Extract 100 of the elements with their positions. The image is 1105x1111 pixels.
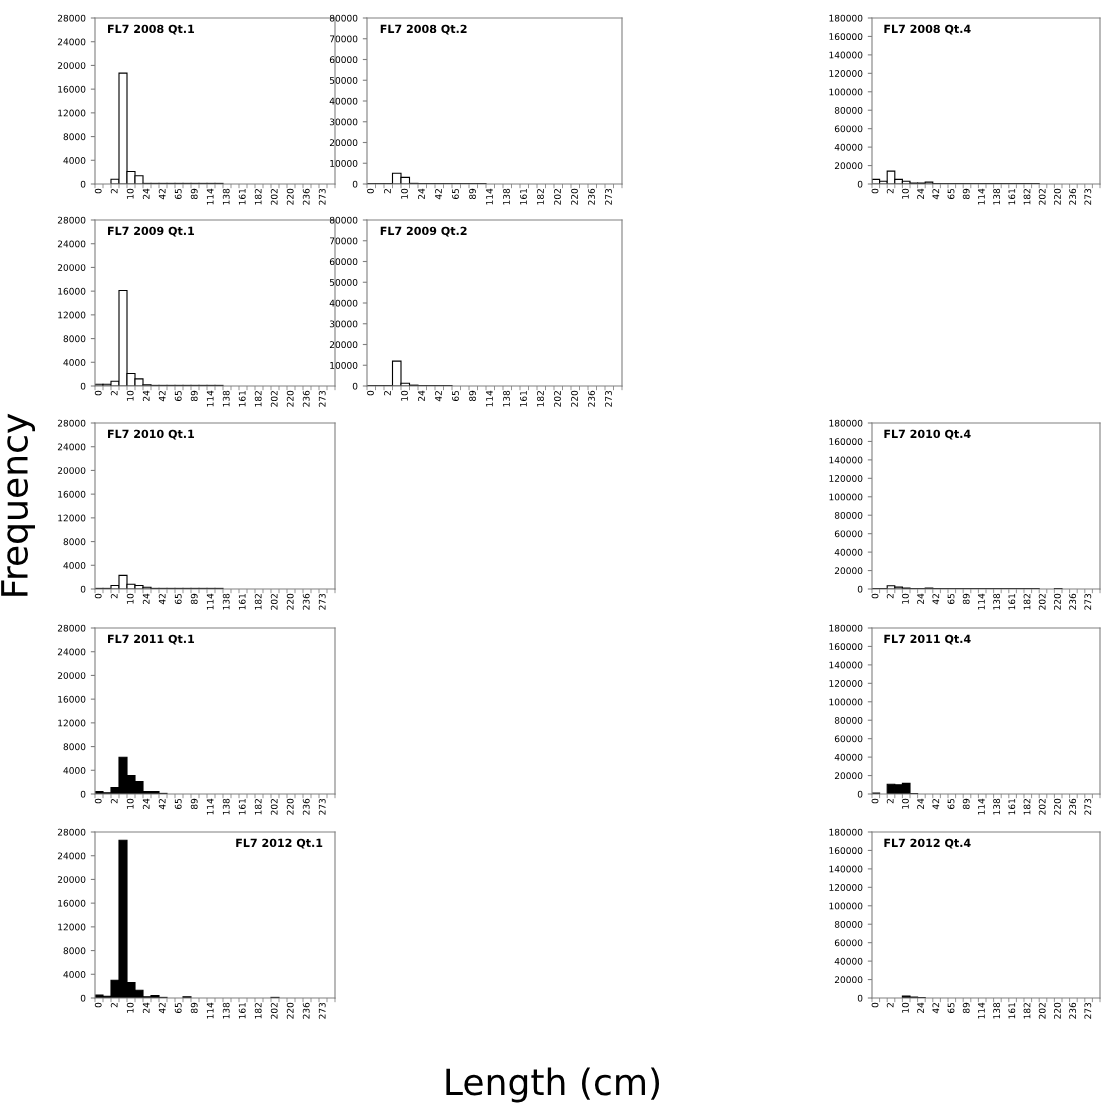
y-tick-label: 140000 — [829, 661, 863, 669]
text: FL7 2010 Qt.4 — [884, 429, 971, 440]
y-tick-label: 16000 — [58, 85, 86, 93]
x-tick-label: 0 — [367, 390, 374, 396]
y-tick-label: 20000 — [834, 976, 863, 984]
x-tick-label: 273 — [318, 1002, 326, 1019]
x-tick-label: 42 — [435, 189, 442, 200]
y-tick-label: 80000 — [329, 216, 358, 224]
y-tick-label: 160000 — [829, 438, 863, 445]
x-tick-label: 273 — [1084, 188, 1092, 205]
x-tick-label: 220 — [1053, 188, 1061, 205]
y-tick-label: 8000 — [63, 335, 86, 343]
x-tick-label: 89 — [469, 188, 476, 200]
y-tick-label: 20000 — [329, 139, 358, 147]
y-tick-label: 40000 — [834, 957, 863, 965]
x-tick-label: 2 — [886, 799, 894, 804]
x-tick-label: 161 — [520, 189, 527, 205]
x-tick-label: 10 — [401, 390, 408, 401]
y-tick-label: 12000 — [58, 719, 86, 727]
x-tick-label: 114 — [206, 390, 214, 407]
x-tick-label: 0 — [94, 593, 102, 599]
y-tick-label: 16000 — [58, 695, 86, 703]
y-tick-label: 10000 — [330, 361, 358, 369]
x-tick-label: 2 — [110, 799, 118, 804]
y-tick-label: 0 — [80, 790, 86, 798]
x-tick-label: 114 — [206, 1002, 214, 1019]
y-tick-label: 20000 — [329, 341, 358, 349]
x-tick-label: 182 — [537, 391, 544, 407]
x-tick-label: 161 — [1008, 1003, 1016, 1019]
x-tick-label: 161 — [238, 1003, 246, 1019]
x-tick-label: 2 — [384, 391, 391, 396]
y-tick-label: 40000 — [834, 143, 863, 151]
y-tick-label: 20000 — [834, 567, 863, 575]
x-tick-label: 236 — [302, 390, 310, 407]
y-tick-label: 160000 — [829, 847, 863, 854]
x-tick-label: 10 — [901, 798, 909, 809]
x-tick-label: 161 — [238, 391, 246, 407]
y-tick-label: 24000 — [57, 443, 86, 451]
y-tick-label: 80000 — [834, 511, 863, 519]
y-tick-label: 4000 — [63, 359, 86, 366]
text: FL7 2008 Qt.2 — [380, 24, 467, 35]
y-tick-label: 28000 — [57, 828, 86, 836]
x-tick-label: 89 — [190, 390, 198, 402]
x-tick-label: 24 — [142, 593, 150, 604]
y-tick-label: 140000 — [829, 51, 863, 59]
x-tick-label: 182 — [254, 189, 262, 205]
x-tick-label: 2 — [110, 1003, 118, 1008]
y-tick-label: 140000 — [829, 865, 863, 873]
y-tick-label: 24000 — [57, 852, 86, 860]
x-tick-label: 2 — [384, 189, 391, 194]
y-tick-label: 100000 — [829, 698, 863, 706]
x-tick-label: 89 — [962, 798, 970, 810]
x-tick-label: 114 — [206, 798, 214, 815]
x-tick-label: 182 — [254, 391, 262, 407]
x-tick-label: 202 — [1038, 594, 1046, 610]
x-tick-label: 42 — [158, 799, 166, 810]
x-tick-label: 42 — [158, 391, 166, 402]
x-tick-label: 114 — [978, 188, 985, 205]
x-tick-label: 65 — [452, 390, 459, 402]
x-tick-label: 161 — [1008, 594, 1016, 610]
y-tick-label: 40000 — [834, 753, 863, 761]
x-tick-label: 138 — [993, 798, 1001, 815]
x-tick-label: 138 — [222, 188, 230, 205]
y-tick-label: 8000 — [63, 133, 86, 141]
x-tick-label: 138 — [503, 188, 510, 205]
x-tick-label: 2 — [886, 594, 894, 599]
x-tick-label: 89 — [962, 1002, 970, 1014]
y-tick-label: 24000 — [57, 648, 86, 656]
y-tick-label: 4000 — [63, 562, 86, 569]
x-tick-label: 65 — [947, 188, 955, 200]
x-tick-label: 138 — [222, 798, 230, 815]
y-tick-label: 160000 — [829, 643, 863, 650]
y-tick-label: 30000 — [329, 320, 358, 328]
x-tick-label: 114 — [486, 390, 493, 407]
x-tick-label: 273 — [318, 390, 326, 407]
x-tick-label: 65 — [174, 390, 182, 402]
x-tick-label: 42 — [435, 391, 442, 402]
x-tick-label: 161 — [1008, 189, 1016, 205]
x-tick-label: 202 — [270, 594, 278, 610]
y-tick-label: 80000 — [834, 920, 863, 928]
y-tick-label: 28000 — [57, 216, 86, 224]
x-tick-label: 24 — [917, 188, 924, 199]
x-tick-label: 202 — [554, 391, 561, 407]
x-tick-label: 114 — [978, 798, 985, 815]
x-tick-label: 42 — [158, 1003, 166, 1014]
x-tick-label: 10 — [126, 390, 134, 401]
text: FL7 2012 Qt.1 — [236, 838, 323, 849]
y-tick-label: 20000 — [57, 672, 86, 679]
y-tick-label: 80000 — [834, 106, 863, 114]
y-tick-label: 0 — [352, 180, 358, 188]
y-tick-label: 8000 — [63, 743, 86, 751]
y-tick-label: 40000 — [834, 548, 863, 556]
y-tick-label: 120000 — [829, 70, 863, 77]
x-tick-label: 220 — [286, 390, 294, 407]
x-tick-label: 89 — [962, 188, 970, 200]
y-tick-label: 12000 — [58, 514, 86, 522]
y-tick-label: 28000 — [57, 624, 86, 632]
text: FL7 2009 Qt.1 — [108, 226, 195, 237]
x-tick-label: 0 — [367, 188, 374, 194]
x-tick-label: 65 — [174, 188, 182, 200]
